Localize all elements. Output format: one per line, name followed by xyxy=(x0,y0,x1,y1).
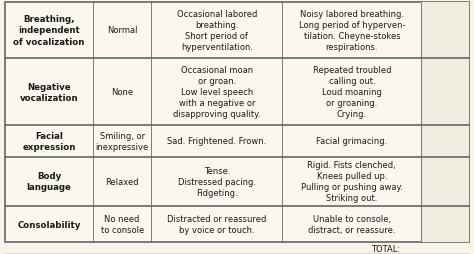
Text: Negative
vocalization: Negative vocalization xyxy=(19,82,78,102)
Text: No need
to console: No need to console xyxy=(100,214,144,234)
Text: Body
language: Body language xyxy=(27,171,72,192)
Text: Noisy labored breathing.
Long period of hyperven-
tilation. Cheyne-stokes
respir: Noisy labored breathing. Long period of … xyxy=(299,10,405,52)
Text: Facial grimacing.: Facial grimacing. xyxy=(316,137,387,146)
Text: Rigid. Fists clenched,
Knees pulled up.
Pulling or pushing away.
Striking out.: Rigid. Fists clenched, Knees pulled up. … xyxy=(301,161,403,203)
Text: Tense.
Distressed pacing.
Fidgeting.: Tense. Distressed pacing. Fidgeting. xyxy=(178,166,256,197)
Text: None: None xyxy=(111,88,133,97)
Bar xyxy=(421,3,469,242)
Text: Smiling, or
inexpressive: Smiling, or inexpressive xyxy=(95,131,149,151)
Text: Normal: Normal xyxy=(107,26,137,35)
Text: Occasional labored
breathing.
Short period of
hyperventilation.: Occasional labored breathing. Short peri… xyxy=(177,10,257,52)
Text: Distracted or reassured
by voice or touch.: Distracted or reassured by voice or touc… xyxy=(167,214,266,234)
Text: Breathing,
independent
of vocalization: Breathing, independent of vocalization xyxy=(13,15,84,46)
Text: Repeated troubled
calling out.
Loud moaning
or groaning.
Crying.: Repeated troubled calling out. Loud moan… xyxy=(313,66,391,119)
Text: Relaxed: Relaxed xyxy=(105,177,139,186)
Text: Sad. Frightened. Frown.: Sad. Frightened. Frown. xyxy=(167,137,266,146)
Text: Consolability: Consolability xyxy=(17,220,81,229)
Text: Unable to console,
distract, or reassure.: Unable to console, distract, or reassure… xyxy=(308,214,396,234)
Text: Occasional moan
or groan.
Low level speech
with a negative or
disapproving quali: Occasional moan or groan. Low level spee… xyxy=(173,66,261,119)
Text: Facial
expression: Facial expression xyxy=(22,131,76,151)
Text: TOTAL:: TOTAL: xyxy=(371,244,401,252)
